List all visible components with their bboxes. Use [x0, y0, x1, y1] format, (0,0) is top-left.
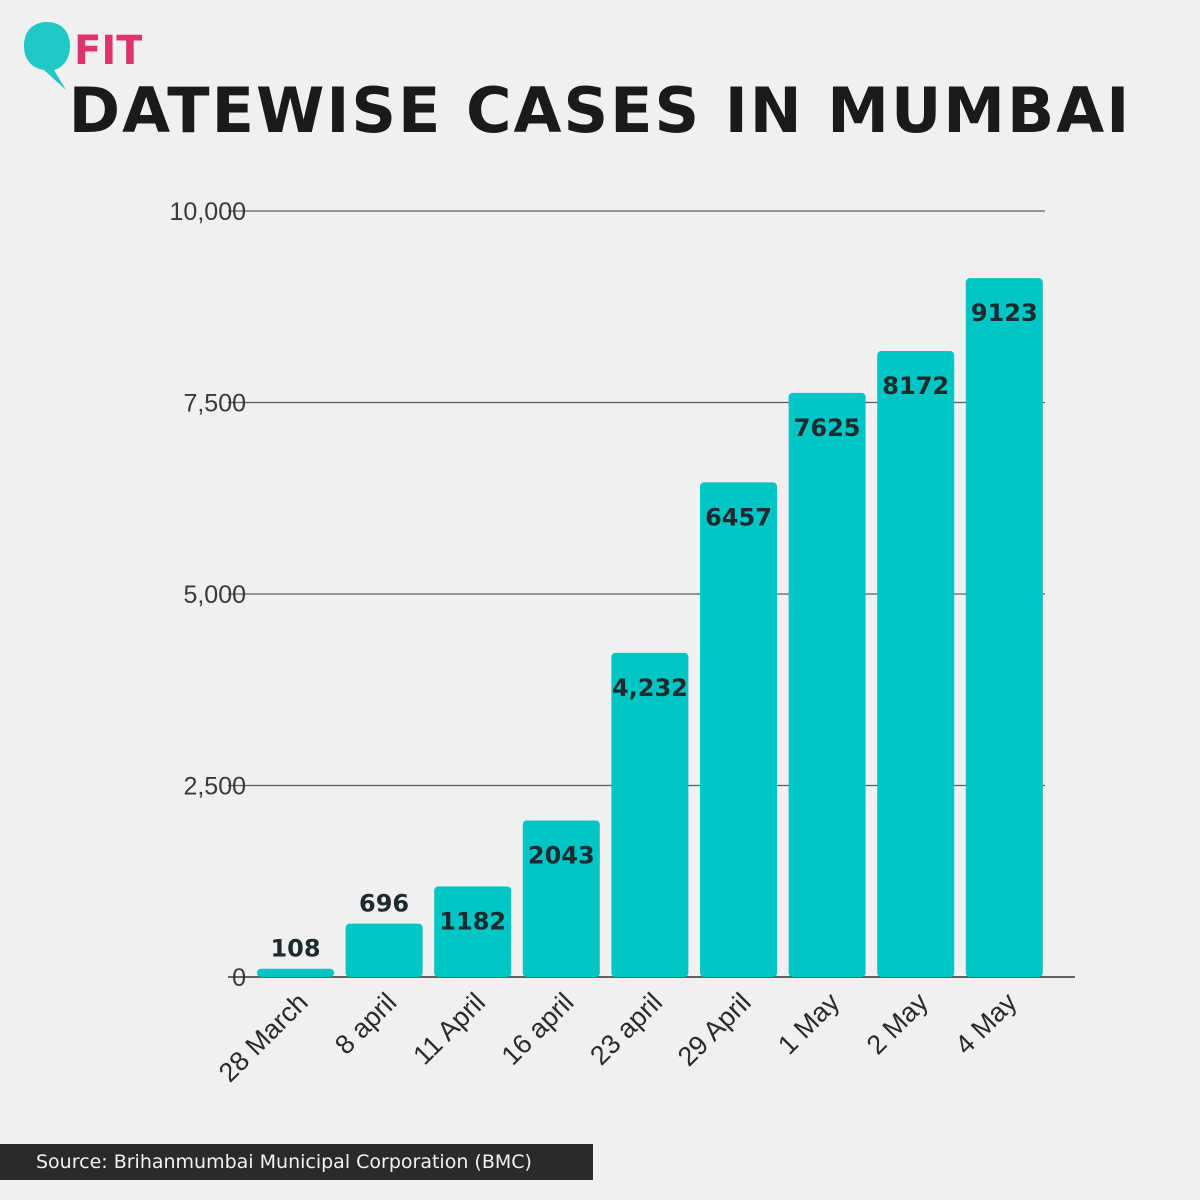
bar — [257, 968, 334, 977]
bar-value-label: 108 — [270, 935, 320, 963]
fit-logo-text: FIT — [74, 28, 142, 74]
source-note: Source: Brihanmumbai Municipal Corporati… — [0, 1144, 593, 1180]
x-tick-label: 4 May — [949, 987, 1023, 1061]
y-tick-label: 2,500 — [183, 773, 246, 801]
y-tick-label: 0 — [232, 964, 246, 992]
speech-bubble-logo-icon: FIT — [24, 22, 144, 90]
x-tick-label: 23 april — [584, 987, 668, 1071]
bar — [522, 820, 600, 977]
y-tick-label: 5,000 — [183, 581, 246, 609]
bar-value-label: 8172 — [882, 372, 949, 400]
bar — [788, 392, 866, 977]
bar — [611, 652, 689, 977]
bar — [345, 923, 423, 977]
bar-value-label: 2043 — [528, 842, 595, 870]
bar-value-label: 6457 — [705, 503, 772, 531]
bar — [700, 482, 777, 977]
bar — [877, 351, 955, 978]
bar — [965, 278, 1043, 977]
x-tick-label: 16 april — [496, 987, 580, 1071]
bar-value-label: 7625 — [794, 414, 861, 442]
x-tick-label: 1 May — [772, 987, 846, 1061]
bar-value-label: 1182 — [439, 907, 506, 935]
bar — [434, 886, 512, 977]
x-tick-label: 29 April — [672, 987, 757, 1072]
y-tick-label: 7,500 — [183, 390, 246, 418]
x-tick-label: 11 April — [407, 987, 490, 1070]
x-tick-label: 28 March — [213, 987, 314, 1088]
bar-value-label: 696 — [359, 890, 409, 918]
x-tick-label: 8 april — [329, 987, 402, 1060]
bar-value-label: 9123 — [971, 299, 1038, 327]
chart-title: DATEWISE CASES IN MUMBAI — [68, 74, 1132, 147]
fit-logo: FIT — [22, 18, 144, 94]
x-tick-label: 2 May — [861, 987, 935, 1061]
y-tick-label: 10,000 — [170, 198, 246, 226]
bar-value-label: 4,232 — [612, 674, 688, 702]
